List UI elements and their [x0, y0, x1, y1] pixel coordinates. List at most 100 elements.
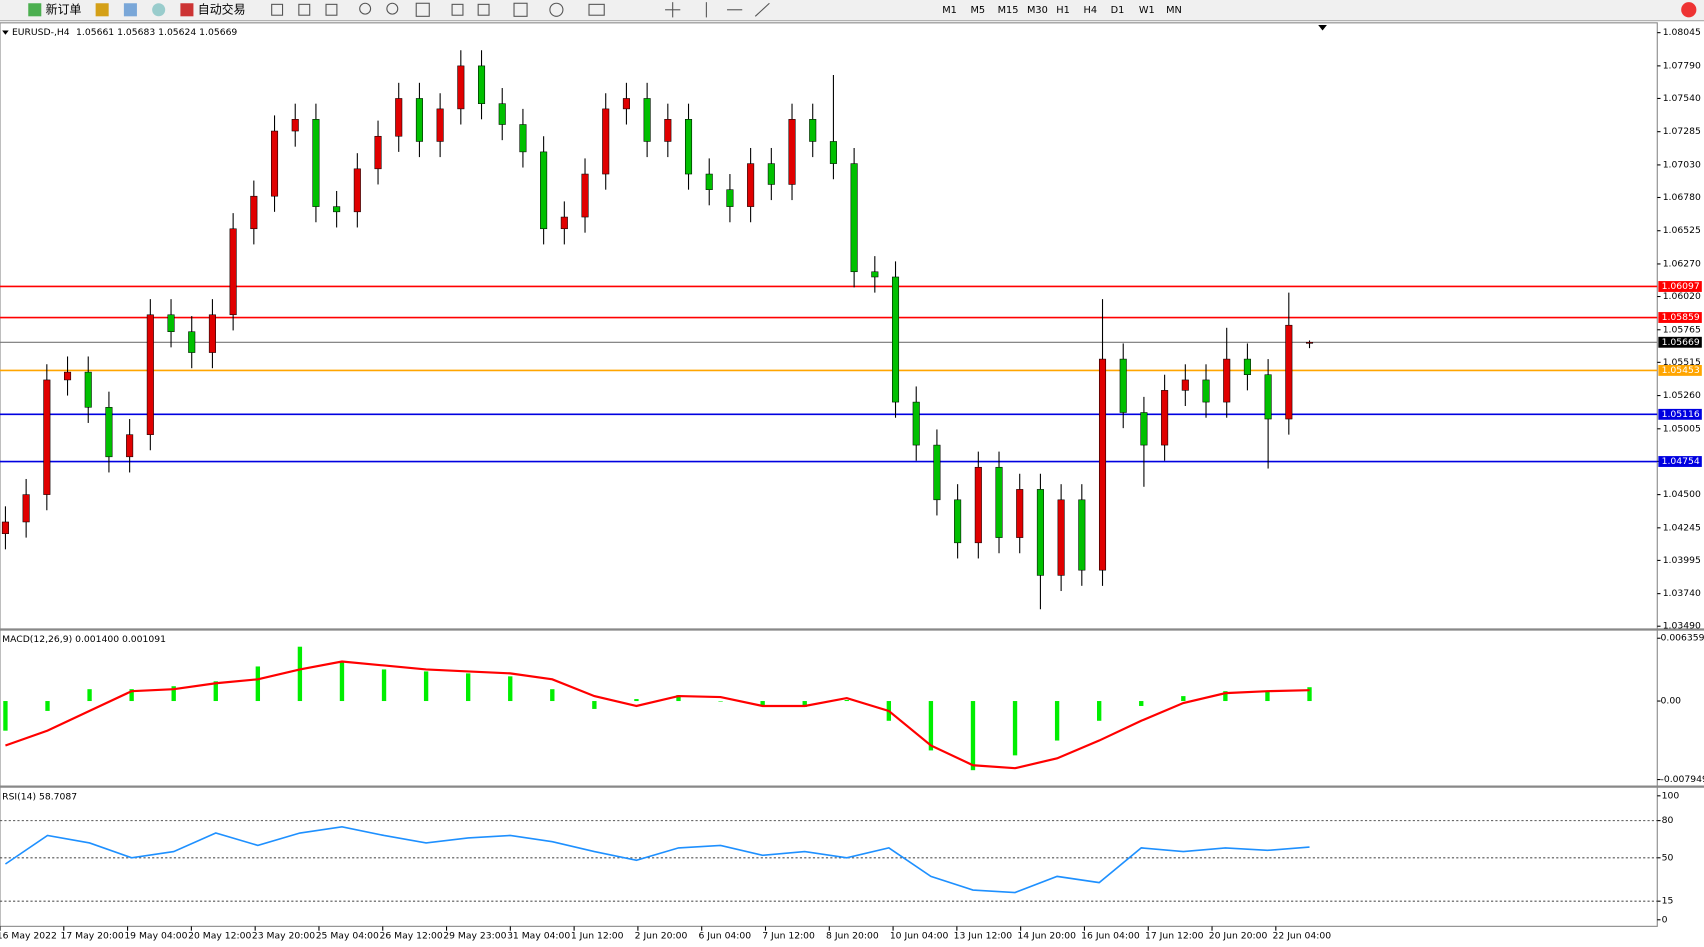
y-tick-label: -0.007949 [1661, 774, 1704, 785]
macd-signal [5, 660, 1310, 770]
tool-icon[interactable] [477, 3, 490, 16]
toolbar-icon[interactable] [152, 3, 166, 17]
macd-bar [1012, 701, 1018, 756]
y-tick-label: 1.07030 [1663, 159, 1701, 170]
candle-body [126, 434, 134, 458]
candle-body [602, 108, 610, 175]
macd-bar [171, 686, 176, 702]
macd-bar [676, 695, 681, 702]
candle-body [622, 98, 630, 110]
x-tick-label: 8 Jun 20:00 [826, 931, 879, 942]
level-label-box [1658, 408, 1702, 420]
candle-body [395, 98, 403, 137]
candle-body [560, 216, 568, 230]
tool-icon[interactable] [298, 3, 311, 16]
candle-body [664, 119, 672, 142]
candle-body [64, 371, 72, 381]
timeframe-button[interactable]: M30 [1027, 5, 1048, 16]
y-tick-label: 1.06270 [1663, 258, 1701, 269]
candle-body [312, 119, 320, 207]
candle-body [809, 119, 817, 142]
tool-icon[interactable] [451, 3, 464, 16]
new-order-icon[interactable] [28, 3, 42, 17]
candle-body [333, 206, 341, 213]
y-tick-label: 50 [1662, 852, 1674, 863]
timeframe-button[interactable]: H1 [1056, 5, 1070, 16]
macd-bar [1223, 691, 1228, 702]
tool-icon[interactable] [588, 3, 605, 16]
macd-bar [339, 661, 345, 702]
toolbar-icon[interactable] [95, 3, 109, 17]
candle-body [22, 494, 30, 523]
macd-bar [718, 701, 723, 702]
candle-body [726, 189, 734, 207]
zoom-out[interactable] [386, 2, 399, 15]
y-tick-label: 0 [1662, 914, 1668, 925]
candle-body [705, 173, 713, 190]
macd-bar [297, 646, 303, 702]
y-tick-label: 1.03490 [1663, 621, 1701, 632]
candle-body [933, 444, 941, 501]
timeframe-button[interactable]: M15 [998, 5, 1019, 16]
tool-icon[interactable] [325, 3, 338, 16]
chart-symbol: EURUSD-,H4 [12, 27, 70, 38]
macd-bar [592, 701, 597, 709]
x-tick-label: 16 May 2022 [0, 931, 57, 942]
y-tick-label: 1.05005 [1663, 423, 1701, 434]
candle-body [829, 141, 837, 164]
macd-bar [508, 676, 513, 702]
y-tick-label: 1.06020 [1663, 291, 1701, 302]
candle-body [291, 119, 299, 132]
candle-body [1057, 499, 1065, 576]
candle-body [1264, 374, 1272, 420]
candle-body [1119, 358, 1127, 413]
candle-body [1243, 358, 1251, 375]
alert-badge[interactable] [1681, 2, 1697, 18]
auto-trading-icon[interactable] [180, 3, 194, 17]
timeframe-button[interactable]: M1 [942, 5, 957, 16]
tool-icon[interactable] [415, 2, 430, 17]
macd-bar [213, 681, 218, 702]
candle-body [498, 103, 506, 125]
macd-bar [1307, 687, 1312, 702]
x-tick-label: 26 May 12:00 [379, 931, 442, 942]
macd-bar [1054, 701, 1060, 741]
chart-quote: 1.05661 1.05683 1.05624 1.05669 [76, 27, 237, 38]
x-tick-label: 31 May 04:00 [507, 931, 570, 942]
tool-icon[interactable] [271, 3, 284, 16]
rsi-line [4, 825, 1310, 894]
tool-icon[interactable] [549, 2, 564, 17]
timeframe-button[interactable]: MN [1166, 5, 1182, 16]
macd-bar [1139, 701, 1144, 706]
candle-body [374, 135, 382, 170]
x-tick-label: 19 May 04:00 [124, 931, 187, 942]
new-order-button[interactable]: 新订单 [46, 1, 82, 16]
y-tick-label: 0.006359 [1661, 633, 1704, 644]
timeframe-button[interactable]: H4 [1083, 5, 1097, 16]
candle-body [1140, 412, 1148, 446]
zoom-in[interactable] [359, 2, 372, 15]
macd-bar [255, 666, 261, 702]
candle-body [1181, 379, 1189, 391]
y-tick-label: 80 [1662, 815, 1674, 826]
timeframe-button[interactable]: W1 [1139, 5, 1155, 16]
candle-body [43, 379, 51, 495]
macd-bar [928, 701, 934, 751]
toolbar-icon[interactable] [123, 3, 137, 17]
x-tick-label: 1 Jun 12:00 [571, 931, 624, 942]
tool-icon[interactable] [513, 2, 528, 17]
level-label-box [1658, 456, 1702, 467]
y-tick-label: 1.05260 [1663, 390, 1701, 401]
y-tick-label: 1.04245 [1663, 522, 1701, 533]
trendline-tool[interactable] [754, 2, 770, 17]
y-tick-label: 1.07790 [1663, 60, 1701, 71]
level-label: 1.05453 [1662, 365, 1700, 376]
timeframe-button[interactable]: D1 [1111, 5, 1125, 16]
timeframe-button[interactable]: M5 [970, 5, 985, 16]
y-tick-label: 1.05765 [1663, 324, 1701, 335]
macd-bar [87, 689, 92, 702]
auto-trading-button[interactable]: 自动交易 [198, 1, 246, 16]
candle-body [1, 521, 9, 534]
candle-body [146, 314, 154, 435]
candle-body [229, 228, 237, 316]
